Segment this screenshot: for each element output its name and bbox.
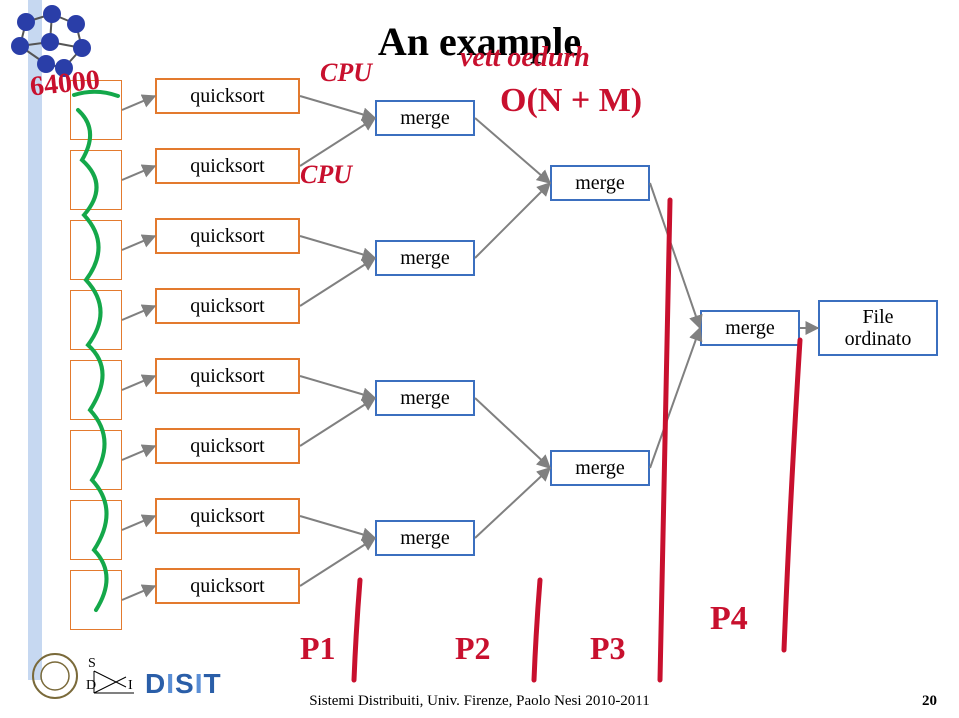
quicksort-box: quicksort [155, 358, 300, 394]
ink-complexity: O(N + M) [500, 82, 642, 120]
merge-l2: merge [550, 165, 650, 201]
quicksort-box: quicksort [155, 148, 300, 184]
quicksort-box: quicksort [155, 288, 300, 324]
quicksort-box: quicksort [155, 218, 300, 254]
page-number: 20 [922, 693, 937, 710]
quicksort-box: quicksort [155, 568, 300, 604]
merge-l1: merge [375, 380, 475, 416]
svg-text:D: D [86, 678, 96, 693]
ink-strokes [0, 0, 959, 718]
ink-p2: P2 [455, 630, 491, 667]
merge-l2: merge [550, 450, 650, 486]
ink-cpu1: CPU [320, 58, 372, 88]
ink-p1: P1 [300, 630, 336, 667]
quicksort-box: quicksort [155, 498, 300, 534]
svg-text:I: I [128, 678, 133, 693]
output-box: Fileordinato [818, 300, 938, 356]
quicksort-box: quicksort [155, 428, 300, 464]
footer-text: Sistemi Distribuiti, Univ. Firenze, Paol… [0, 693, 959, 710]
edge-layer [0, 0, 959, 718]
merge-l1: merge [375, 100, 475, 136]
output-label: Fileordinato [845, 306, 912, 350]
merge-l1: merge [375, 240, 475, 276]
ink-cpu2: CPU [300, 160, 352, 190]
input-segments [70, 80, 122, 640]
quicksort-box: quicksort [155, 78, 300, 114]
ink-tr: vett oedurh [460, 42, 590, 74]
merge-l1: merge [375, 520, 475, 556]
svg-text:S: S [88, 656, 96, 671]
quicksort-column: quicksort quicksort quicksort quicksort … [155, 78, 300, 638]
ink-p4: P4 [710, 600, 748, 638]
merge-l3: merge [700, 310, 800, 346]
ink-p3: P3 [590, 630, 626, 667]
